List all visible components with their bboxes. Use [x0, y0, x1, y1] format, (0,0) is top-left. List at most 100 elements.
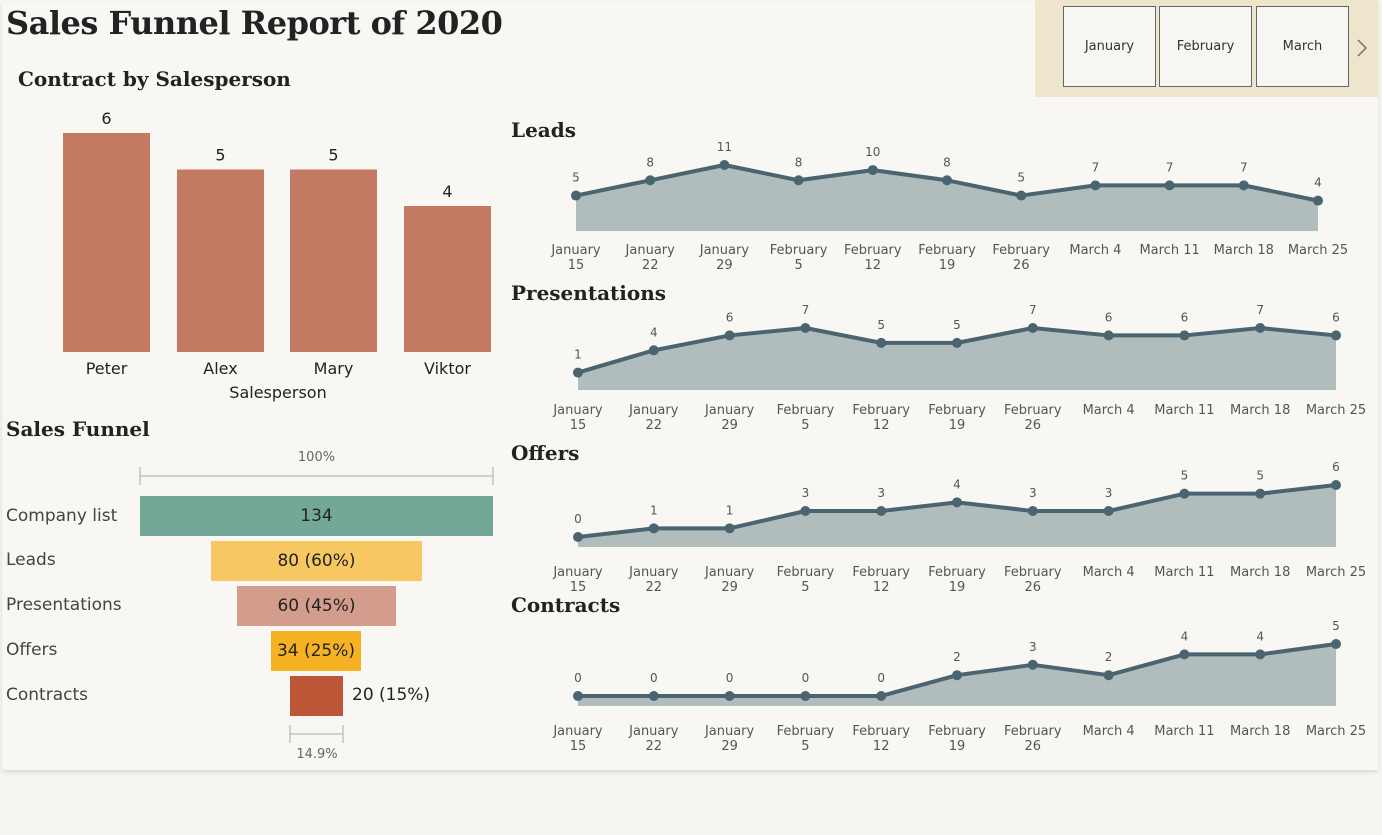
leads-tick-label: March 11 — [1139, 243, 1199, 258]
presentations-point[interactable] — [952, 337, 962, 348]
leads-tick-label: January — [699, 243, 750, 258]
funnel-bar-company-list[interactable]: 134 — [140, 496, 493, 536]
leads-point[interactable] — [719, 160, 730, 170]
leads-point[interactable] — [645, 175, 656, 186]
leads-point[interactable] — [942, 175, 952, 186]
presentations-tick-label: 22 — [646, 418, 663, 433]
funnel-bar-offers[interactable]: 34 (25%) — [271, 631, 361, 671]
bar-category-peter: Peter — [86, 359, 128, 378]
leads-data-label: 5 — [572, 171, 580, 185]
contracts-tick-label: February — [928, 724, 986, 739]
leads-area — [576, 165, 1318, 231]
funnel-value-contracts: 20 (15%) — [352, 685, 431, 705]
leads-point[interactable] — [1016, 190, 1027, 201]
contracts-point[interactable] — [1027, 659, 1038, 670]
leads-point[interactable] — [1313, 195, 1323, 206]
offers-tick-label: 22 — [646, 580, 663, 595]
presentations-tick-label: 12 — [873, 418, 890, 433]
bar-category-alex: Alex — [203, 359, 237, 378]
leads-tick-label: February — [918, 243, 976, 258]
contracts-point[interactable] — [800, 691, 811, 701]
presentations-data-label: 6 — [726, 310, 734, 324]
offers-chart-title: Offers — [511, 441, 580, 465]
presentations-chart-title: Presentations — [511, 281, 666, 305]
leads-data-label: 7 — [1166, 160, 1174, 174]
contracts-tick-label: February — [1004, 724, 1062, 739]
presentations-point[interactable] — [1103, 330, 1114, 341]
presentations-point[interactable] — [724, 330, 735, 341]
contracts-point[interactable] — [1255, 649, 1266, 660]
bar-mary[interactable] — [290, 169, 377, 353]
offers-point[interactable] — [1331, 480, 1341, 490]
contracts-point[interactable] — [952, 670, 962, 681]
contracts-point[interactable] — [1103, 670, 1114, 681]
contracts-point[interactable] — [648, 691, 659, 701]
contracts-point[interactable] — [876, 691, 887, 701]
contracts-tick-label: March 4 — [1083, 724, 1135, 739]
leads-point[interactable] — [793, 175, 804, 186]
contracts-tick-label: March 18 — [1230, 724, 1290, 739]
contracts-data-label: 5 — [1332, 619, 1340, 633]
presentations-tick-label: January — [704, 403, 755, 418]
funnel-bar-contracts[interactable] — [290, 676, 343, 716]
offers-point[interactable] — [1103, 506, 1114, 516]
funnel-bottom-bracket — [289, 725, 344, 743]
offers-tick-label: 5 — [801, 580, 809, 595]
leads-tick-label: March 25 — [1288, 243, 1348, 258]
contracts-tick-label: March 11 — [1154, 724, 1214, 739]
funnel-label-leads: Leads — [6, 550, 56, 570]
offers-point[interactable] — [1179, 488, 1190, 499]
month-slicer: January February March — [1035, 0, 1378, 97]
leads-data-label: 7 — [1240, 160, 1248, 174]
presentations-point[interactable] — [800, 323, 811, 333]
contracts-point[interactable] — [724, 691, 735, 701]
bar-viktor[interactable] — [404, 206, 491, 352]
presentations-point[interactable] — [1255, 323, 1266, 333]
leads-tick-label: 15 — [568, 258, 585, 273]
offers-tick-label: March 4 — [1083, 565, 1135, 580]
bar-peter[interactable] — [63, 133, 150, 352]
slicer-march[interactable]: March — [1256, 6, 1349, 87]
offers-point[interactable] — [876, 506, 887, 516]
leads-point[interactable] — [1164, 180, 1175, 191]
offers-point[interactable] — [1255, 488, 1266, 499]
contracts-point[interactable] — [1331, 639, 1341, 649]
offers-point[interactable] — [1027, 506, 1038, 516]
slicer-january[interactable]: January — [1063, 6, 1156, 87]
leads-tick-label: February — [844, 243, 902, 258]
leads-chart-title: Leads — [511, 118, 576, 142]
leads-point[interactable] — [867, 165, 878, 176]
chevron-right-icon[interactable] — [1352, 36, 1372, 60]
offers-data-label: 3 — [802, 486, 810, 500]
offers-point[interactable] — [648, 523, 659, 534]
funnel-bar-presentations[interactable]: 60 (45%) — [237, 586, 396, 626]
funnel-label-offers: Offers — [6, 640, 58, 660]
leads-point[interactable] — [1090, 180, 1101, 191]
presentations-point[interactable] — [876, 337, 887, 348]
presentations-point[interactable] — [1027, 323, 1038, 333]
offers-point[interactable] — [724, 523, 735, 534]
presentations-point[interactable] — [1331, 330, 1341, 341]
offers-point[interactable] — [952, 497, 962, 508]
slicer-february[interactable]: February — [1159, 6, 1252, 87]
contracts-area — [578, 644, 1336, 706]
leads-point[interactable] — [571, 190, 581, 201]
contracts-data-label: 0 — [726, 671, 734, 685]
bar-alex[interactable] — [177, 169, 264, 353]
contracts-point[interactable] — [1179, 649, 1190, 660]
page-title: Sales Funnel Report of 2020 — [6, 4, 503, 42]
offers-tick-label: 12 — [873, 580, 890, 595]
presentations-data-label: 5 — [877, 318, 885, 332]
funnel-bar-leads[interactable]: 80 (60%) — [211, 541, 422, 581]
offers-point[interactable] — [573, 532, 583, 542]
leads-point[interactable] — [1238, 180, 1249, 191]
presentations-point[interactable] — [648, 345, 659, 356]
leads-data-label: 7 — [1092, 160, 1100, 174]
contracts-point[interactable] — [573, 691, 583, 701]
offers-point[interactable] — [800, 506, 811, 516]
contracts-tick-label: January — [552, 724, 603, 739]
funnel-label-presentations: Presentations — [6, 595, 122, 615]
presentations-point[interactable] — [573, 367, 583, 378]
leads-tick-label: March 4 — [1069, 243, 1121, 258]
presentations-point[interactable] — [1179, 330, 1190, 341]
